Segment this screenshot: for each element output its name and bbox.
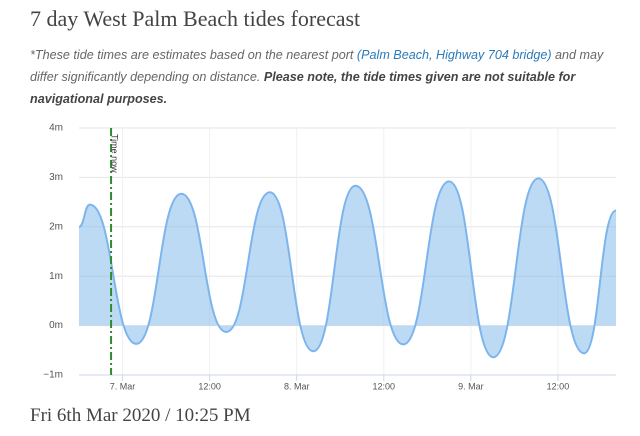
page-title: 7 day West Palm Beach tides forecast (30, 6, 361, 31)
note-text: *These tide times are estimates based on… (30, 48, 357, 62)
x-tick-label: 7. Mar (110, 381, 136, 391)
tide-line (78, 177, 617, 359)
y-tick-label: −1m (43, 370, 63, 381)
x-tick-label: 9. Mar (458, 381, 484, 391)
y-tick-label: 4m (49, 123, 63, 134)
x-tick-label: 12:00 (198, 381, 221, 391)
note-text: and may differ significantly depending o… (30, 48, 604, 84)
y-tick-label: 0m (49, 320, 63, 331)
current-time: Fri 6th Mar 2020 / 10:25 PM (30, 405, 251, 426)
y-tick-label: 2m (49, 221, 63, 232)
x-tick-label: 8. Mar (284, 381, 310, 391)
x-tick-label: 12:00 (547, 381, 570, 391)
note: *These tide times are estimates based on… (30, 44, 630, 110)
port-link[interactable]: (Palm Beach, Highway 704 bridge) (356, 48, 552, 62)
time-now-label: Time now (110, 134, 120, 173)
y-tick-label: 3m (49, 172, 63, 183)
y-tick-label: 1m (49, 271, 63, 282)
x-tick-label: 12:00 (373, 381, 396, 391)
chart: −1m 0m 1m 2m 3m 4m 7. Mar 12:00 8. Mar 12:00 9. Ma… (43, 123, 617, 391)
warning: Please note, the tide times given are no… (30, 70, 576, 106)
